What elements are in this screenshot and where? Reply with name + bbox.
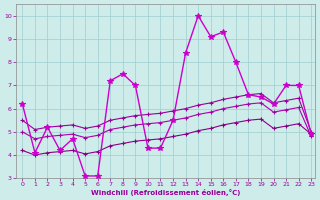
X-axis label: Windchill (Refroidissement éolien,°C): Windchill (Refroidissement éolien,°C) bbox=[91, 189, 240, 196]
